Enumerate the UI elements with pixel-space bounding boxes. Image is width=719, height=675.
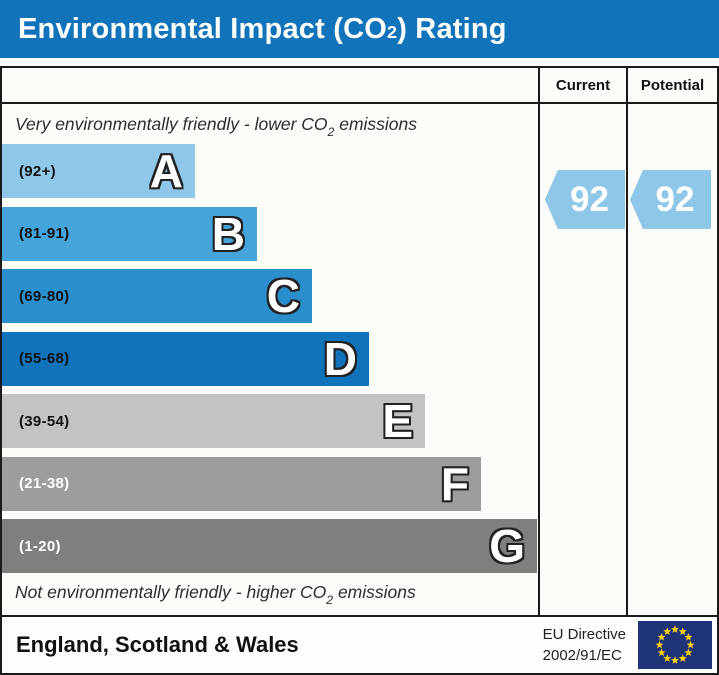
table-footer-row: England, Scotland & Wales EU Directive 2… <box>2 615 717 673</box>
rating-table: Current Potential Very environmentally f… <box>0 66 719 675</box>
band-range-label: (81-91) <box>19 225 70 242</box>
eu-directive-line1: EU Directive <box>542 626 626 643</box>
band-row-A: (92+) A <box>2 144 538 198</box>
region-label: England, Scotland & Wales <box>16 632 299 657</box>
band-row-E: (39-54) E <box>2 394 538 448</box>
band-letter: D <box>323 332 357 385</box>
band-bar-G: (1-20) G <box>2 519 537 573</box>
band-bar-A: (92+) A <box>2 144 195 198</box>
column-header-potential: Potential <box>640 76 705 94</box>
column-header-current: Current <box>540 68 628 102</box>
top-note-suffix: emissions <box>334 114 418 134</box>
bands-cell: Very environmentally friendly - lower CO… <box>2 104 540 615</box>
header-spacer-cell <box>2 68 540 102</box>
bottom-note: Not environmentally friendly - higher CO… <box>15 581 416 607</box>
eu-flag-icon <box>638 621 712 669</box>
top-note-text: Very environmentally friendly - lower CO <box>15 114 328 134</box>
bottom-note-subscript: 2 <box>326 592 334 607</box>
table-body-row: Very environmentally friendly - lower CO… <box>2 104 717 615</box>
band-range-label: (55-68) <box>19 350 70 367</box>
band-bar-C: (69-80) C <box>2 269 312 323</box>
rating-bands: (92+) A (81-91) B (69-80) C (55-68) D (39-54) E (2… <box>2 144 538 582</box>
band-letter: B <box>211 207 245 260</box>
table-header-row: Current Potential <box>2 68 717 104</box>
band-row-B: (81-91) B <box>2 206 538 261</box>
current-rating-value: 92 <box>570 179 609 219</box>
band-row-C: (69-80) C <box>2 269 538 323</box>
band-range-label: (69-80) <box>19 287 70 305</box>
band-letter: A <box>149 145 183 197</box>
potential-value-cell: 92 <box>628 104 717 615</box>
band-row-D: (55-68) D <box>2 331 538 386</box>
band-range-label: (92+) <box>19 162 56 180</box>
current-value-cell: 92 <box>540 104 628 615</box>
top-note-subscript: 2 <box>327 125 335 140</box>
band-letter: F <box>440 457 469 510</box>
band-bar-F: (21-38) F <box>2 456 481 511</box>
top-note: Very environmentally friendly - lower CO… <box>15 114 418 140</box>
page-title: Environmental Impact (CO 2) Rating <box>0 0 719 58</box>
band-bar-D: (55-68) D <box>2 331 369 386</box>
band-bar-E: (39-54) E <box>2 394 425 448</box>
eu-directive-label: EU Directive 2002/91/EC <box>543 624 626 666</box>
title-text: Environmental Impact (CO <box>18 12 387 45</box>
band-letter: E <box>382 395 413 447</box>
potential-rating-value: 92 <box>655 179 695 219</box>
band-row-G: (1-20) G <box>2 519 538 573</box>
potential-rating-arrow: 92 <box>630 170 711 229</box>
bottom-note-text: Not environmentally friendly - higher CO <box>15 581 327 602</box>
band-row-F: (21-38) F <box>2 456 538 511</box>
band-letter: C <box>266 270 300 322</box>
title-subscript: 2 <box>386 21 398 42</box>
band-range-label: (39-54) <box>19 412 70 430</box>
band-bar-B: (81-91) B <box>2 206 257 261</box>
bottom-note-suffix: emissions <box>333 581 416 602</box>
band-range-label: (1-20) <box>19 537 61 555</box>
eu-directive-line2: 2002/91/EC <box>542 647 622 664</box>
title-text-suffix: ) Rating <box>397 12 507 45</box>
band-range-label: (21-38) <box>19 475 70 492</box>
band-letter: G <box>489 520 525 572</box>
current-rating-arrow: 92 <box>545 170 625 229</box>
